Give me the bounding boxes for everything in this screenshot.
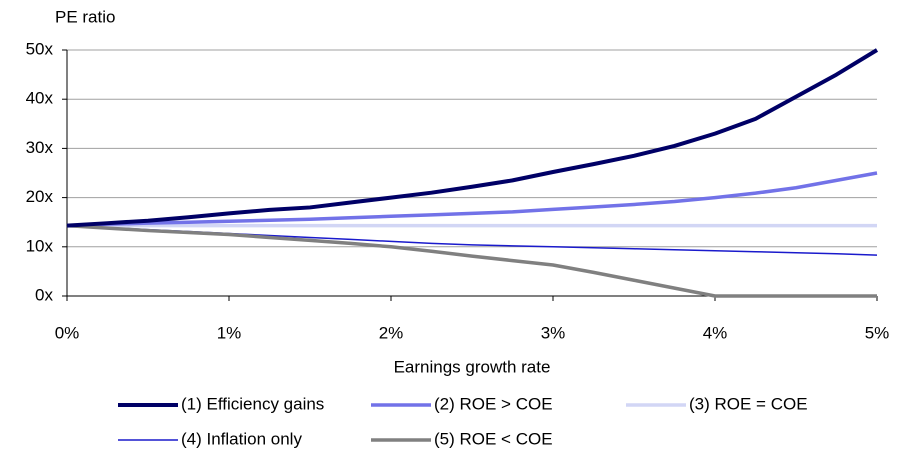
x-tick-label: 2% xyxy=(379,323,404,342)
x-tick-label: 1% xyxy=(217,323,242,342)
y-tick-label: 50x xyxy=(26,39,54,58)
series-line xyxy=(66,224,878,256)
y-tick-label: 10x xyxy=(26,236,54,255)
legend-label: (4) Inflation only xyxy=(181,429,302,448)
x-tick-label: 3% xyxy=(541,323,566,342)
series-line xyxy=(66,223,877,298)
y-tick-label: 20x xyxy=(26,187,54,206)
x-tick-label: 5% xyxy=(865,323,890,342)
legend-label: (5) ROE < COE xyxy=(434,429,553,448)
x-tick-label: 0% xyxy=(55,323,80,342)
y-tick-label: 0x xyxy=(35,285,53,304)
y-axis-title: PE ratio xyxy=(55,7,115,26)
y-tick-label: 30x xyxy=(26,138,54,157)
y-tick-label: 40x xyxy=(26,89,54,108)
series-line xyxy=(66,171,878,228)
x-axis-title: Earnings growth rate xyxy=(394,357,551,376)
x-tick-label: 4% xyxy=(703,323,728,342)
legend-label: (1) Efficiency gains xyxy=(181,394,324,413)
series-line xyxy=(66,48,879,228)
legend-label: (3) ROE = COE xyxy=(689,394,808,413)
legend-label: (2) ROE > COE xyxy=(434,394,553,413)
